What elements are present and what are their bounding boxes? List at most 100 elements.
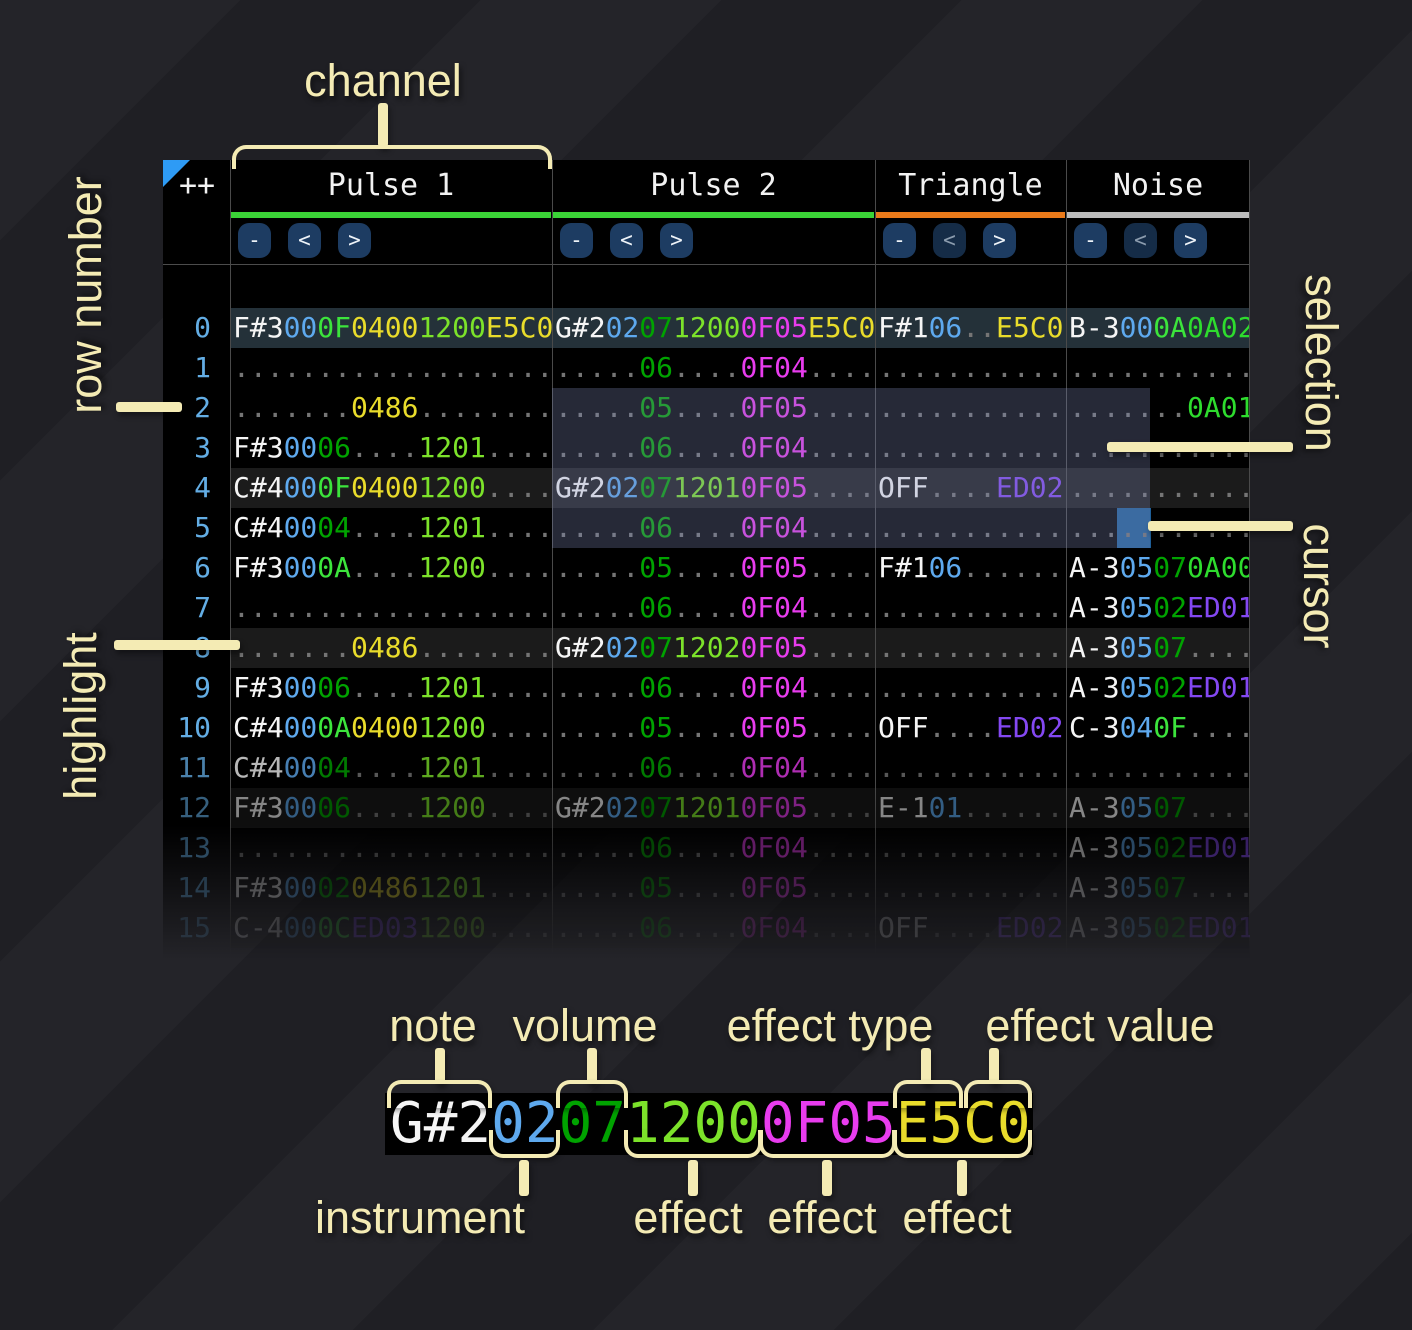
cell-pulse1[interactable]: C#40004....1201.... <box>230 748 552 788</box>
cell-triangle[interactable]: ........... <box>875 748 1066 788</box>
cell-pulse1[interactable]: ................... <box>230 348 552 388</box>
cell-triangle[interactable]: OFF....ED02 <box>875 468 1066 508</box>
field-segment: 1200 <box>418 311 486 344</box>
cell-pulse1[interactable]: .......0486........ <box>230 628 552 668</box>
row-number: 7 <box>194 591 211 624</box>
cell-pulse2[interactable]: .....06....0F04.... <box>552 828 875 868</box>
cell-triangle[interactable]: ........... <box>875 388 1066 428</box>
cell-pulse1[interactable]: C#40004....1201.... <box>230 508 552 548</box>
field-segment: .... <box>485 791 552 824</box>
channel-move-left-button-noise[interactable]: < <box>1124 223 1157 258</box>
cell-noise[interactable]: A-30502ED01 <box>1066 908 1250 948</box>
cell-triangle[interactable]: E-101...... <box>875 788 1066 828</box>
cell-noise[interactable]: A-30502ED01 <box>1066 828 1250 868</box>
field-segment: .... <box>485 711 552 744</box>
cell-pulse1[interactable]: C#4000A04001200.... <box>230 708 552 748</box>
cell-pulse1[interactable]: F#3000A....1200.... <box>230 548 552 588</box>
column-separator <box>552 160 553 960</box>
cell-noise[interactable]: ........... <box>1066 748 1250 788</box>
cell-triangle[interactable]: ........... <box>875 348 1066 388</box>
cell-pulse2[interactable]: .....06....0F04.... <box>552 348 875 388</box>
channel-underline-pulse2 <box>552 212 874 218</box>
row-cells: C#40004....1201.... .....06....0F04......… <box>230 508 1250 548</box>
field-segment: ........... <box>878 751 1064 784</box>
cell-noise[interactable]: C-3040F.... <box>1066 708 1250 748</box>
cell-triangle[interactable]: OFF....ED02 <box>875 908 1066 948</box>
field-segment: 07 <box>639 631 674 664</box>
field-segment: 07 <box>1153 551 1188 584</box>
legend-label-effect-3: effect <box>902 1192 1012 1243</box>
cell-pulse2[interactable]: .....06....0F04.... <box>552 588 875 628</box>
field-segment: F#3 <box>233 551 284 584</box>
cell-pulse2[interactable]: .....06....0F04.... <box>552 748 875 788</box>
channel-move-left-button-pulse2[interactable]: < <box>610 223 643 258</box>
field-segment: .... <box>485 751 552 784</box>
channel-move-right-button-noise[interactable]: > <box>1174 223 1207 258</box>
cell-noise[interactable]: A-30502ED01 <box>1066 668 1250 708</box>
cell-triangle[interactable]: F#106...... <box>875 548 1066 588</box>
cell-noise[interactable]: B-3000A0A02 <box>1066 308 1250 348</box>
cell-pulse2[interactable]: .....06....0F04.... <box>552 908 875 948</box>
cell-pulse2[interactable]: G#2020712020F05.... <box>552 628 875 668</box>
cell-pulse1[interactable]: F#30006....1200.... <box>230 788 552 828</box>
row-cells: .......0486........ .....05....0F05......… <box>230 388 1250 428</box>
channel-underline-pulse1 <box>230 212 551 218</box>
field-segment: G#2 <box>555 471 606 504</box>
cell-pulse2[interactable]: .....05....0F05.... <box>552 868 875 908</box>
cell-triangle[interactable]: ........... <box>875 508 1066 548</box>
cell-pulse1[interactable]: C-4000CED031200.... <box>230 908 552 948</box>
field-segment: ED01 <box>1187 591 1250 624</box>
field-segment: .... <box>807 791 875 824</box>
field-segment: 1201 <box>418 431 486 464</box>
channel-move-right-button-pulse2[interactable]: > <box>660 223 693 258</box>
cell-pulse2[interactable]: G#2020712010F05.... <box>552 788 875 828</box>
channel-collapse-button-noise[interactable]: - <box>1074 223 1107 258</box>
cell-pulse1[interactable]: ................... <box>230 588 552 628</box>
channel-move-right-button-triangle[interactable]: > <box>983 223 1016 258</box>
field-segment: 07 <box>1153 631 1188 664</box>
cell-triangle[interactable]: ........... <box>875 628 1066 668</box>
cell-noise[interactable]: A-30507.... <box>1066 788 1250 828</box>
cell-triangle[interactable]: ........... <box>875 588 1066 628</box>
cell-pulse2[interactable]: .....05....0F05.... <box>552 708 875 748</box>
cell-noise[interactable]: ........... <box>1066 468 1250 508</box>
cell-pulse2[interactable]: .....05....0F05.... <box>552 388 875 428</box>
field-segment: .... <box>673 911 741 944</box>
cell-noise[interactable]: A-305070A00 <box>1066 548 1250 588</box>
cell-noise[interactable]: A-30507.... <box>1066 628 1250 668</box>
cell-pulse1[interactable]: F#30006....1201.... <box>230 668 552 708</box>
cell-pulse1[interactable]: C#4000F04001200.... <box>230 468 552 508</box>
channel-collapse-button-pulse1[interactable]: - <box>238 223 271 258</box>
cell-pulse2[interactable]: .....06....0F04.... <box>552 428 875 468</box>
cell-triangle[interactable]: F#106..E5C0 <box>875 308 1066 348</box>
cell-noise[interactable]: ........... <box>1066 348 1250 388</box>
channel-move-left-button-pulse1[interactable]: < <box>288 223 321 258</box>
cell-pulse1[interactable]: F#30006....1201.... <box>230 428 552 468</box>
channel-collapse-button-pulse2[interactable]: - <box>560 223 593 258</box>
field-segment: 0F05 <box>740 631 808 664</box>
cell-pulse2[interactable]: G#2020712000F05E5C0 <box>552 308 875 348</box>
cell-pulse2[interactable]: .....06....0F04.... <box>552 668 875 708</box>
cell-triangle[interactable]: ........... <box>875 668 1066 708</box>
cell-noise[interactable]: A-30507.... <box>1066 868 1250 908</box>
channel-move-left-button-triangle[interactable]: < <box>933 223 966 258</box>
cell-noise[interactable]: .......0A01 <box>1066 388 1250 428</box>
channel-collapse-button-triangle[interactable]: - <box>883 223 916 258</box>
cell-pulse1[interactable]: .......0486........ <box>230 388 552 428</box>
cell-triangle[interactable]: OFF....ED02 <box>875 708 1066 748</box>
cell-noise[interactable]: A-30502ED01 <box>1066 588 1250 628</box>
cell-pulse1[interactable]: F#3000F04001200E5C0 <box>230 308 552 348</box>
cell-pulse2[interactable]: .....05....0F05.... <box>552 548 875 588</box>
pattern-row: 0 F#3000F04001200E5C0 G#2020712000F05E5C0 F… <box>163 308 1250 348</box>
cell-pulse1[interactable]: ................... <box>230 828 552 868</box>
field-segment: F#3 <box>233 671 284 704</box>
cell-triangle[interactable]: ........... <box>875 428 1066 468</box>
cell-triangle[interactable]: ........... <box>875 868 1066 908</box>
channel-move-right-button-pulse1[interactable]: > <box>338 223 371 258</box>
field-segment: ........ <box>418 391 552 424</box>
field-segment: ...... <box>962 551 1064 584</box>
cell-pulse2[interactable]: .....06....0F04.... <box>552 508 875 548</box>
cell-pulse1[interactable]: F#3000204861201.... <box>230 868 552 908</box>
cell-triangle[interactable]: ........... <box>875 828 1066 868</box>
cell-pulse2[interactable]: G#2020712010F05.... <box>552 468 875 508</box>
